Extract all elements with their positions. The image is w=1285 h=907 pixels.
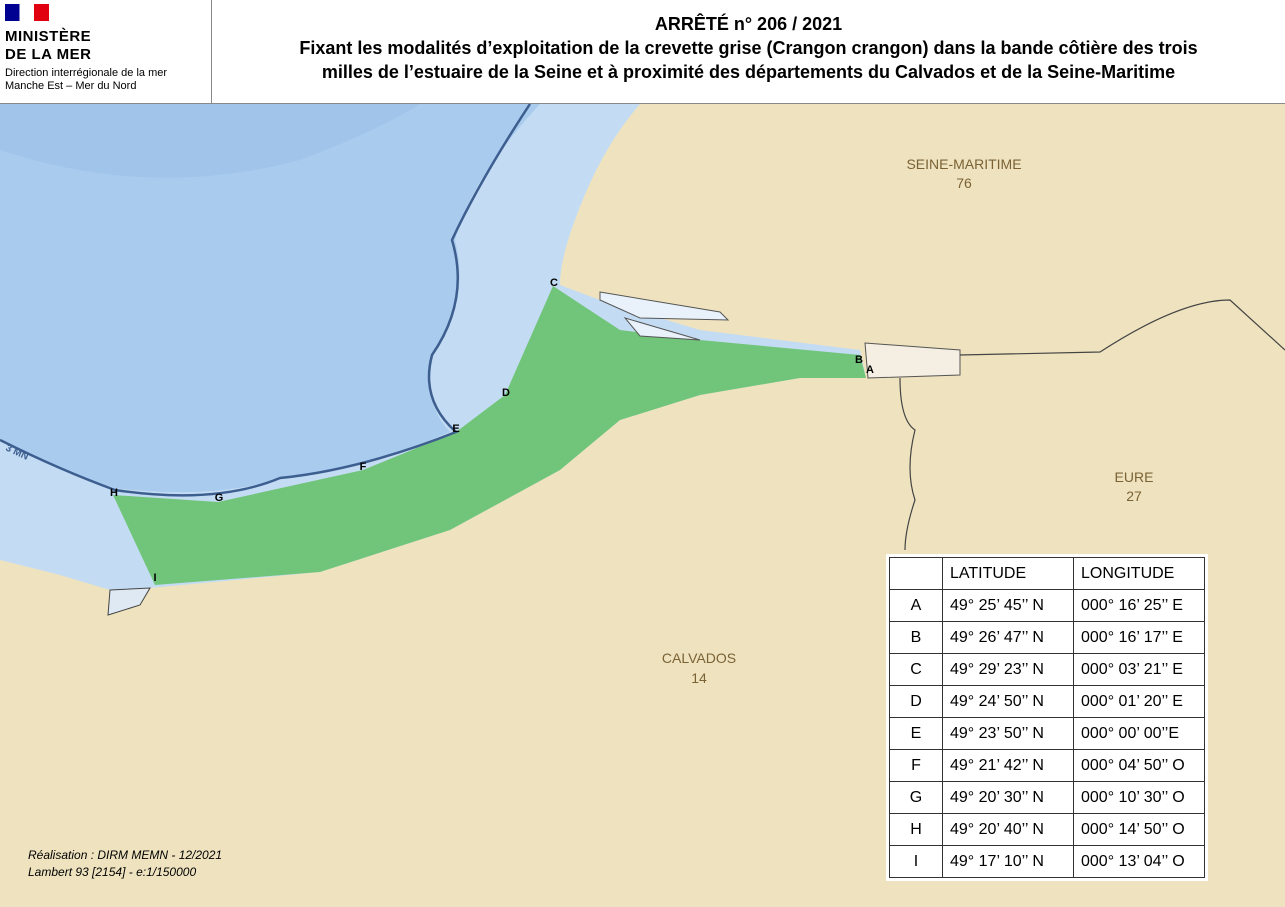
direction: Direction interrégionale de la mer [5, 67, 168, 79]
region-name: SEINE-MARITIME [906, 156, 1021, 172]
credits: Réalisation : DIRM MEMN - 12/2021 Lamber… [28, 847, 222, 881]
table-cell: 000° 10’ 30’’ O [1073, 781, 1205, 814]
region-name: CALVADOS [662, 650, 736, 666]
table-cell: 49° 26’ 47’’ N [942, 621, 1074, 654]
table-cell: 49° 21’ 42’’ N [942, 749, 1074, 782]
coordinates-table: LATITUDE LONGITUDE A 49° 25’ 45’’ N 000° 16… [886, 554, 1208, 881]
table-row: F 49° 21’ 42’’ N 000° 04’ 50’’ O [889, 749, 1205, 782]
table-cell: 49° 25’ 45’’ N [942, 589, 1074, 622]
table-cell: E [889, 717, 943, 750]
table-row: C 49° 29’ 23’’ N 000° 03’ 21’’ E [889, 653, 1205, 686]
table-cell: 49° 29’ 23’’ N [942, 653, 1074, 686]
logo-text: DE LA MER [5, 46, 92, 63]
table-row: H 49° 20’ 40’’ N 000° 14’ 50’’ O [889, 813, 1205, 846]
table-cell: 000° 14’ 50’’ O [1073, 813, 1205, 846]
credit: Lambert 93 [2154] - e:1/150000 [28, 865, 197, 879]
table-cell: I [889, 845, 943, 878]
point-label: H [110, 487, 118, 499]
credit: Réalisation : DIRM MEMN - 12/2021 [28, 848, 223, 862]
header-cell: LONGITUDE [1073, 557, 1205, 590]
table-cell: C [889, 653, 943, 686]
header-cell: LATITUDE [942, 557, 1074, 590]
point-label: F [360, 461, 367, 473]
table-cell: 000° 16’ 25’’ E [1073, 589, 1205, 622]
table-row: E 49° 23’ 50’’ N 000° 00’ 00’’E [889, 717, 1205, 750]
map: SEINE-MARITIME 76 EURE 27 CALVADOS 14 3 … [0, 104, 1285, 907]
point-label: I [153, 572, 156, 584]
region-code: 76 [956, 175, 972, 191]
table-cell: 000° 03’ 21’’ E [1073, 653, 1205, 686]
point-label: A [866, 364, 874, 376]
table-cell: A [889, 589, 943, 622]
table: LATITUDE LONGITUDE A 49° 25’ 45’’ N 000° 16… [889, 557, 1205, 878]
logo: MINISTÈRE DE LA MER Direction interrégio… [0, 0, 212, 103]
table-cell: B [889, 621, 943, 654]
logo-text: MINISTÈRE [5, 28, 92, 45]
region-code: 14 [691, 670, 707, 686]
table-cell: D [889, 685, 943, 718]
table-cell: 49° 20’ 40’’ N [942, 813, 1074, 846]
flag [5, 4, 49, 21]
table-cell: F [889, 749, 943, 782]
table-cell: 000° 16’ 17’’ E [1073, 621, 1205, 654]
table-row: I 49° 17’ 10’’ N 000° 13’ 04’’ O [889, 845, 1205, 878]
table-cell: 49° 20’ 30’’ N [942, 781, 1074, 814]
region-name: EURE [1115, 469, 1154, 485]
table-cell: 000° 01’ 20’’ E [1073, 685, 1205, 718]
table-row: B 49° 26’ 47’’ N 000° 16’ 17’’ E [889, 621, 1205, 654]
table-cell: 000° 00’ 00’’E [1073, 717, 1205, 750]
table-cell: H [889, 813, 943, 846]
point-label: G [215, 492, 224, 504]
table-row: G 49° 20’ 30’’ N 000° 10’ 30’’ O [889, 781, 1205, 814]
table-row: D 49° 24’ 50’’ N 000° 01’ 20’’ E [889, 685, 1205, 718]
subtitle: milles de l’estuaire de la Seine et à pr… [321, 62, 1176, 82]
point-label: D [502, 387, 510, 399]
table-cell: 49° 24’ 50’’ N [942, 685, 1074, 718]
title-block: ARRÊTÉ n° 206 / 2021 Fixant les modalité… [212, 12, 1285, 84]
point-label: E [452, 423, 459, 435]
direction: Manche Est – Mer du Nord [5, 80, 137, 92]
table-cell: 000° 04’ 50’’ O [1073, 749, 1205, 782]
subtitle: Fixant les modalités d’exploitation de l… [299, 38, 1198, 58]
point-label: C [550, 277, 558, 289]
table-cell: G [889, 781, 943, 814]
table-row: A 49° 25’ 45’’ N 000° 16’ 25’’ E [889, 589, 1205, 622]
region-code: 27 [1126, 488, 1142, 504]
title: ARRÊTÉ n° 206 / 2021 [654, 14, 843, 34]
table-cell: 49° 17’ 10’’ N [942, 845, 1074, 878]
header: MINISTÈRE DE LA MER Direction interrégio… [0, 0, 1285, 104]
table-cell: 000° 13’ 04’’ O [1073, 845, 1205, 878]
table-cell: 49° 23’ 50’’ N [942, 717, 1074, 750]
point-label: B [855, 354, 863, 366]
